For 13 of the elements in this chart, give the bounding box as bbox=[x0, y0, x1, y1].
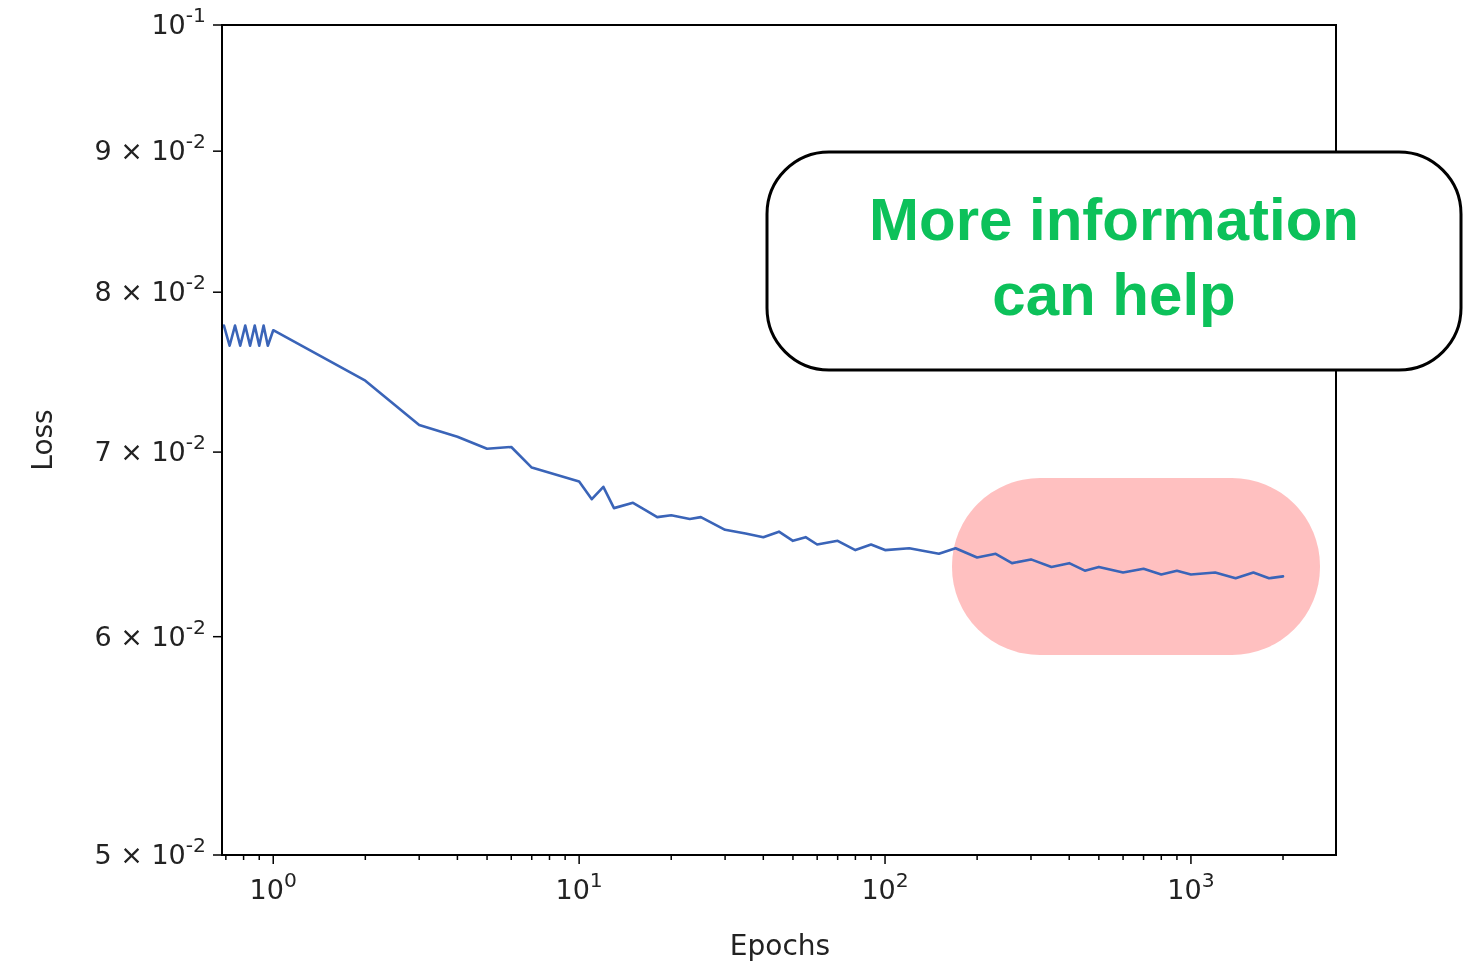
y-tick-label: 8 × 10$^{-2}$ bbox=[94, 270, 206, 308]
y-tick-label: 9 × 10$^{-2}$ bbox=[94, 129, 206, 167]
y-tick-label: 7 × 10$^{-2}$ bbox=[94, 430, 206, 468]
x-tick-label: 10$^{0}$ bbox=[249, 868, 297, 905]
x-tick-label: 10$^{2}$ bbox=[861, 868, 909, 905]
x-tick-label: 10$^{1}$ bbox=[555, 868, 603, 905]
x-axis-title: Epochs bbox=[729, 929, 831, 962]
x-tick-label: 10$^{3}$ bbox=[1167, 868, 1215, 905]
y-tick-label: 6 × 10$^{-2}$ bbox=[94, 614, 206, 652]
y-axis-title: Loss bbox=[26, 409, 59, 471]
y-tick-label: 10$^{-1}$ bbox=[151, 3, 206, 40]
annotation: More information can help bbox=[869, 186, 1359, 328]
y-tick-label: 5 × 10$^{-2}$ bbox=[94, 833, 206, 870]
